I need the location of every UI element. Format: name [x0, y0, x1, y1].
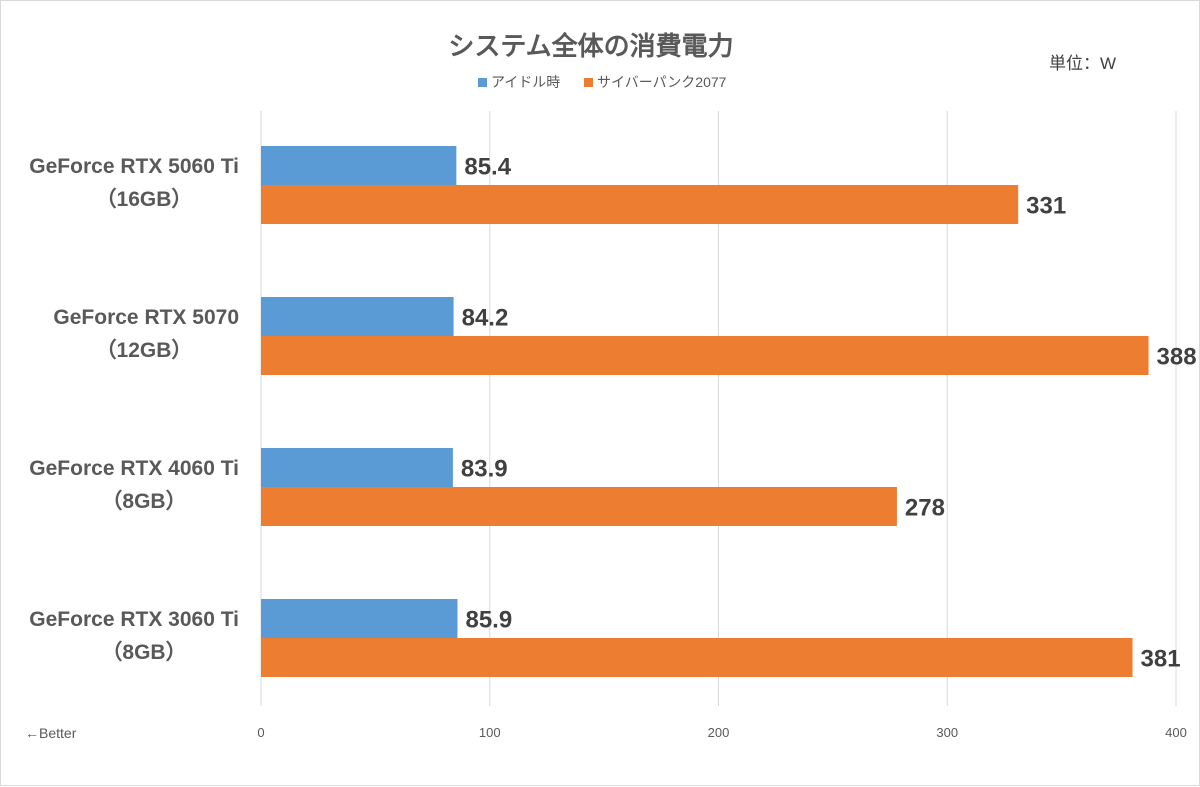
data-label-cyberpunk-1: 331: [1026, 193, 1066, 220]
x-tick-300: 300: [936, 725, 958, 740]
x-tick-400: 400: [1165, 725, 1187, 740]
legend-swatch-1: [478, 78, 487, 87]
chart-title: システム全体の消費電力: [448, 31, 733, 61]
bar-idle-4: [261, 599, 458, 638]
category-label-3-line1: GeForce RTX 4060 Ti: [29, 457, 239, 480]
data-label-idle-2: 84.2: [462, 305, 509, 332]
x-tick-0: 0: [257, 725, 264, 740]
bar-cyberpunk-2: [261, 336, 1149, 375]
category-label-4-line2: （8GB）: [101, 640, 186, 664]
data-label-idle-1: 85.4: [464, 154, 511, 181]
bar-idle-2: [261, 297, 454, 336]
legend-swatch-2: [584, 78, 593, 87]
category-label-1-line2: （16GB）: [96, 187, 193, 211]
better-note: ←Better: [25, 725, 77, 741]
data-label-idle-3: 83.9: [461, 456, 508, 483]
bar-cyberpunk-4: [261, 638, 1133, 677]
bar-idle-3: [261, 448, 453, 487]
x-tick-100: 100: [479, 725, 501, 740]
category-label-1-line1: GeForce RTX 5060 Ti: [29, 155, 239, 178]
legend-label-2: サイバーパンク2077: [597, 74, 727, 90]
data-label-cyberpunk-4: 381: [1141, 646, 1181, 673]
bar-cyberpunk-3: [261, 487, 897, 526]
bar-idle-1: [261, 146, 457, 185]
category-label-2-line1: GeForce RTX 5070: [53, 306, 239, 329]
data-label-idle-4: 85.9: [465, 607, 512, 634]
category-label-4-line1: GeForce RTX 3060 Ti: [29, 608, 239, 631]
category-label-2-line2: （12GB）: [96, 338, 193, 362]
unit-label: 単位：W: [1049, 54, 1116, 73]
bar-cyberpunk-1: [261, 185, 1019, 224]
data-label-cyberpunk-3: 278: [905, 495, 945, 522]
data-label-cyberpunk-2: 388: [1157, 344, 1197, 371]
legend-label-1: アイドル時: [491, 74, 560, 90]
category-label-3-line2: （8GB）: [101, 489, 186, 513]
x-tick-200: 200: [708, 725, 730, 740]
